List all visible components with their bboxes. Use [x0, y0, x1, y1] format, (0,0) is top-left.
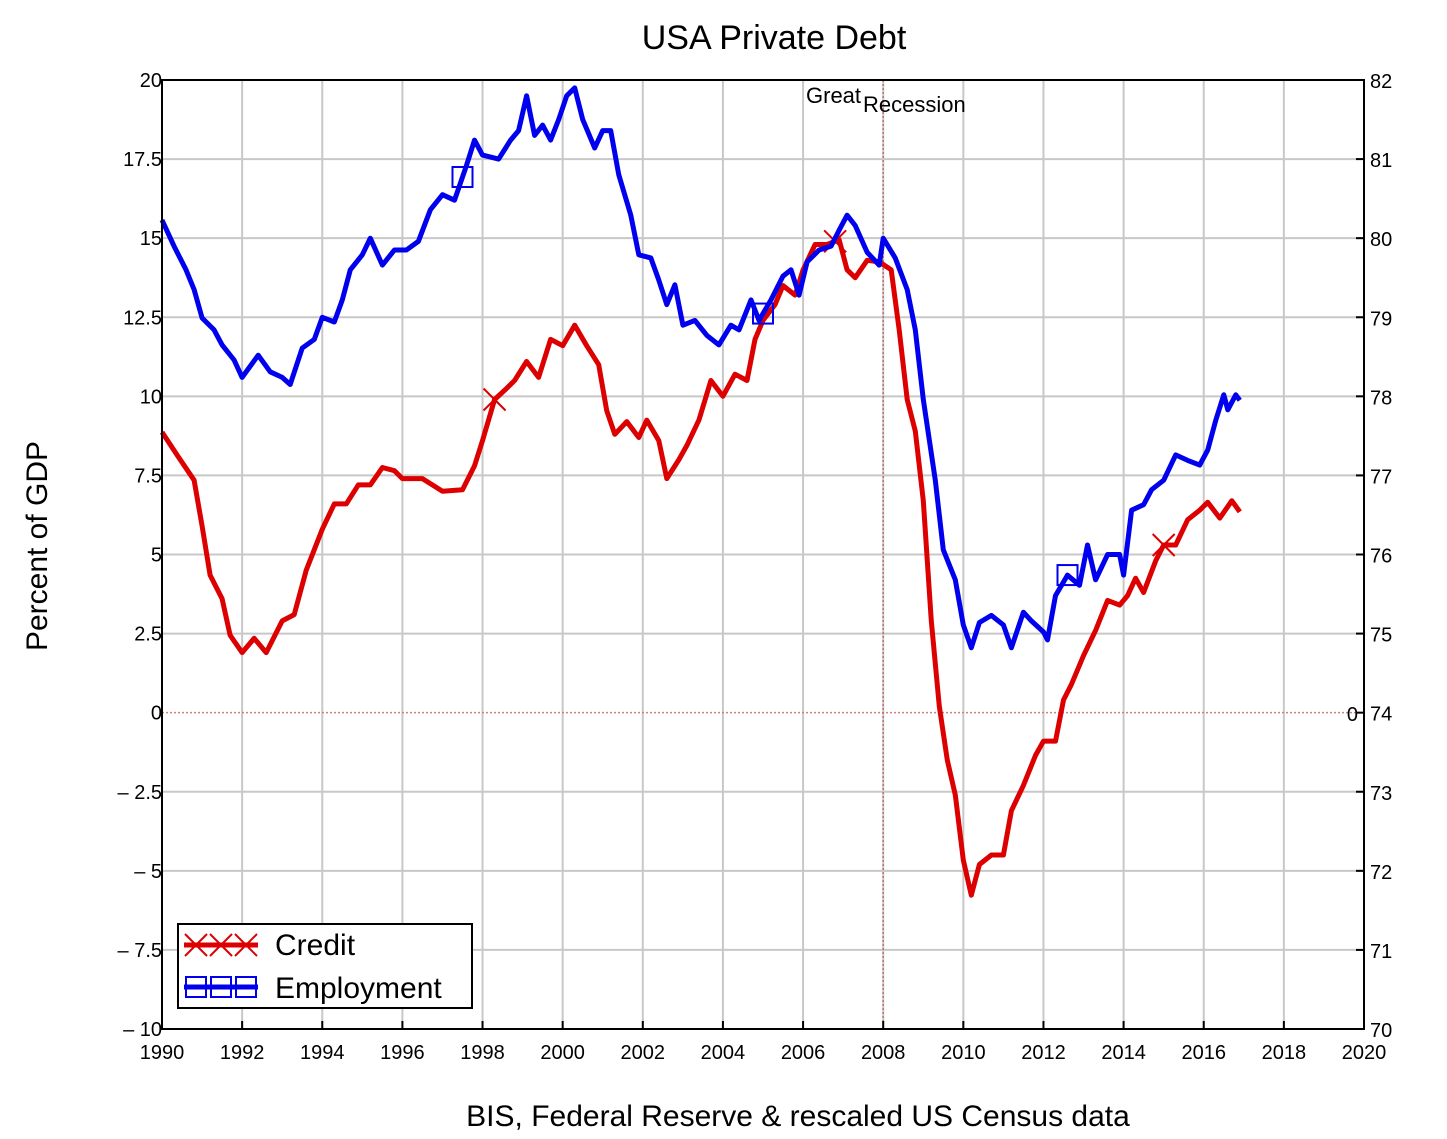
y-axis-ticks: 20 17.5 15 12.5 10 7.5 5 2.5 0 – 2.5 – 5 – 7.5 – 10	[118, 70, 162, 1041]
gridlines	[162, 80, 1364, 1029]
annotation-great: Great	[806, 83, 861, 108]
reference-lines	[162, 80, 1364, 1029]
legend-credit-marker	[184, 933, 208, 957]
series-line-employment	[159, 85, 1242, 651]
y2-axis-ticks: 82 81 80 79 78 77 76 75 74 73 72 71 70	[1356, 71, 1392, 1042]
series-marker-employment	[451, 166, 474, 189]
series-marker-employment	[752, 302, 774, 325]
y-tick-label: 17.5	[123, 149, 162, 171]
y2-tick-label: 79	[1370, 308, 1392, 330]
x-tick-label: 1994	[300, 1042, 345, 1064]
y-tick-label: 10	[140, 386, 162, 408]
x-tick-label: 2000	[540, 1042, 585, 1064]
legend-credit-marker	[234, 933, 258, 957]
x-tick-label: 2004	[701, 1042, 746, 1064]
y2-tick-label: 78	[1370, 387, 1392, 409]
y-tick-label: 5	[151, 545, 162, 567]
y-tick-label: 20	[140, 70, 162, 92]
legend-employment-marker	[210, 976, 232, 998]
series-marker-credit	[1151, 533, 1176, 557]
y2-tick-label: 72	[1370, 862, 1392, 884]
x-tick-label: 2016	[1181, 1042, 1226, 1064]
y2-tick-label: 74	[1370, 704, 1392, 726]
y-tick-label: 7.5	[134, 465, 162, 487]
legend: Credit Employment	[177, 923, 473, 1009]
series-marker-credit	[482, 387, 507, 412]
x-axis-label: BIS, Federal Reserve & rescaled US Censu…	[466, 1100, 1130, 1133]
x-axis-ticks: 1990 1992 1994 1996 1998 2000 2002 2004 2006 2008…	[140, 1021, 1387, 1064]
y2-tick-label: 76	[1370, 546, 1392, 568]
x-tick-label: 1996	[380, 1042, 425, 1064]
y2-tick-label: 71	[1370, 941, 1392, 963]
legend-employment-swatch	[184, 976, 258, 998]
y-tick-label: – 10	[123, 1019, 162, 1041]
annotation-recession: Recession	[863, 92, 966, 117]
x-tick-label: 2010	[941, 1042, 986, 1064]
x-tick-label: 2008	[861, 1042, 906, 1064]
y2-tick-label: 81	[1370, 150, 1392, 172]
x-tick-label: 2002	[621, 1042, 666, 1064]
x-tick-label: 1992	[220, 1042, 265, 1064]
series-marker-employment	[1056, 564, 1079, 587]
legend-credit-swatch	[184, 933, 258, 957]
x-tick-label: 2020	[1342, 1042, 1387, 1064]
y-tick-label: 0	[151, 703, 162, 725]
y-tick-label: – 5	[134, 861, 162, 883]
y2-tick-label: 70	[1370, 1020, 1392, 1042]
legend-employment-label: Employment	[275, 972, 442, 1005]
y-tick-label: – 2.5	[118, 782, 162, 804]
y-tick-label: 15	[140, 228, 162, 250]
legend-employment-marker	[235, 976, 257, 998]
x-tick-label: 2018	[1262, 1042, 1307, 1064]
legend-employment-marker	[185, 976, 207, 998]
x-tick-label: 1990	[140, 1042, 185, 1064]
x-tick-label: 2012	[1021, 1042, 1066, 1064]
x-tick-label: 1998	[460, 1042, 505, 1064]
y2-tick-label: 77	[1370, 466, 1392, 488]
y2-tick-label: 80	[1370, 229, 1392, 251]
y2-tick-label: 73	[1370, 783, 1392, 805]
legend-credit-label: Credit	[275, 929, 356, 962]
zero-line-label: 0	[1347, 704, 1358, 726]
y2-tick-label: 75	[1370, 625, 1392, 647]
x-tick-label: 2014	[1101, 1042, 1146, 1064]
y-tick-label: – 7.5	[118, 940, 162, 962]
legend-credit-marker	[209, 933, 233, 957]
y-tick-label: 12.5	[123, 307, 162, 329]
chart-title: USA Private Debt	[642, 19, 907, 57]
y-tick-label: 2.5	[134, 624, 162, 646]
y-axis-label: Percent of GDP	[21, 441, 54, 651]
series-line-credit	[159, 237, 1242, 898]
series-lines	[159, 85, 1242, 898]
y2-tick-label: 82	[1370, 71, 1392, 93]
x-tick-label: 2006	[781, 1042, 826, 1064]
